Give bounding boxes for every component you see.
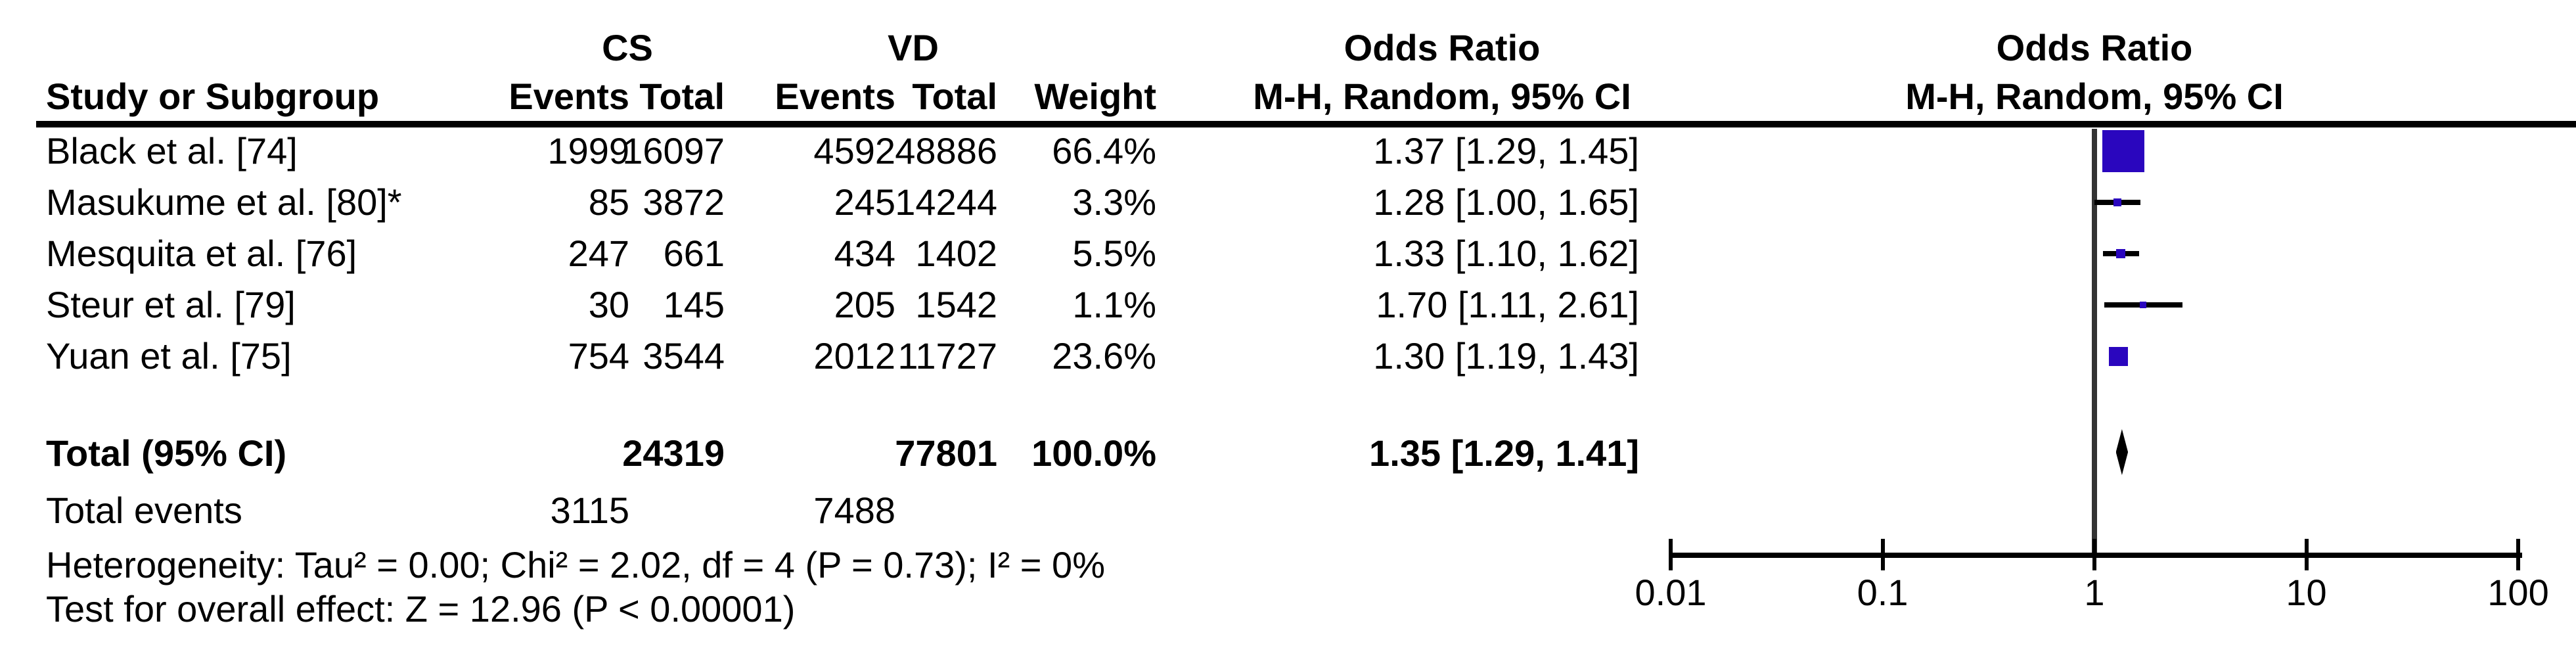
summary-diamond xyxy=(2115,429,2129,475)
weight-value: 23.6% xyxy=(1052,335,1156,377)
effect-square xyxy=(2115,249,2125,258)
weight-value: 5.5% xyxy=(1072,233,1156,274)
header-divider-line xyxy=(36,121,2576,127)
cs-events-value: 30 xyxy=(588,284,629,325)
vd-total-value: 1402 xyxy=(915,233,997,274)
vd-total-value: 48886 xyxy=(895,130,997,172)
or-column-header: Odds Ratio xyxy=(1344,27,1541,68)
cs-events-value: 754 xyxy=(568,335,629,377)
effect-square xyxy=(2140,302,2147,308)
vd-events-value: 2012 xyxy=(813,335,895,377)
study-label: Black et al. [74] xyxy=(46,130,298,172)
axis-tick xyxy=(2092,539,2096,570)
axis-tick xyxy=(1669,539,1673,570)
vd-events-value: 434 xyxy=(834,233,895,274)
null-effect-line xyxy=(2092,129,2097,555)
vd-group-header: VD xyxy=(888,27,939,68)
effect-square xyxy=(2102,130,2145,172)
cs-total-value: 661 xyxy=(663,233,725,274)
or-ci-text: 1.30 [1.19, 1.43] xyxy=(1373,335,1639,377)
total-events-vd: 7488 xyxy=(813,490,895,531)
axis-tick-label: 1 xyxy=(2084,572,2105,613)
cs-total-value: 3544 xyxy=(643,335,725,377)
or-method-header: M-H, Random, 95% CI xyxy=(1253,76,1631,117)
plot-method-header: M-H, Random, 95% CI xyxy=(1905,76,2284,117)
cs-events-value: 1999 xyxy=(547,130,629,172)
total-or-ci: 1.35 [1.29, 1.41] xyxy=(1369,432,1639,474)
vd-events-value: 205 xyxy=(834,284,895,325)
weight-value: 3.3% xyxy=(1072,181,1156,223)
cs-group-header: CS xyxy=(602,27,653,68)
axis-tick xyxy=(1880,539,1885,570)
plot-title-header: Odds Ratio xyxy=(1996,27,2193,68)
vd-total-value: 11727 xyxy=(897,335,997,377)
effect-square xyxy=(2109,346,2129,366)
weight-value: 66.4% xyxy=(1052,130,1156,172)
cs-total-header: Total xyxy=(639,76,725,117)
study-column-header: Study or Subgroup xyxy=(46,76,380,117)
vd-events-value: 245 xyxy=(834,181,895,223)
overall-effect-text: Test for overall effect: Z = 12.96 (P < … xyxy=(46,588,796,630)
vd-total-header: Total xyxy=(912,76,997,117)
study-label: Yuan et al. [75] xyxy=(46,335,292,377)
axis-tick xyxy=(2516,539,2520,570)
or-ci-text: 1.28 [1.00, 1.65] xyxy=(1373,181,1639,223)
total-events-cs: 3115 xyxy=(550,490,629,531)
effect-square xyxy=(2113,198,2121,206)
axis-tick-label: 0.1 xyxy=(1857,572,1909,613)
study-label: Mesquita et al. [76] xyxy=(46,233,357,274)
total-row-label: Total (95% CI) xyxy=(46,432,287,474)
vd-events-value: 4592 xyxy=(813,130,895,172)
total-weight: 100.0% xyxy=(1031,432,1156,474)
axis-tick-label: 0.01 xyxy=(1635,572,1707,613)
vd-events-header: Events xyxy=(775,76,895,117)
cs-total-value: 3872 xyxy=(643,181,725,223)
total-vd-total: 77801 xyxy=(895,432,997,474)
weight-value: 1.1% xyxy=(1072,284,1156,325)
axis-tick-label: 100 xyxy=(2487,572,2549,613)
total-events-label: Total events xyxy=(46,490,242,531)
study-label: Masukume et al. [80]* xyxy=(46,181,402,223)
or-ci-text: 1.37 [1.29, 1.45] xyxy=(1373,130,1639,172)
cs-total-value: 145 xyxy=(663,284,725,325)
cs-total-value: 16097 xyxy=(622,130,725,172)
vd-total-value: 14244 xyxy=(895,181,997,223)
cs-events-header: Events xyxy=(508,76,629,117)
weight-header: Weight xyxy=(1034,76,1156,117)
or-ci-text: 1.33 [1.10, 1.62] xyxy=(1373,233,1639,274)
heterogeneity-text: Heterogeneity: Tau² = 0.00; Chi² = 2.02,… xyxy=(46,544,1105,585)
vd-total-value: 1542 xyxy=(915,284,997,325)
cs-events-value: 247 xyxy=(568,233,629,274)
axis-tick-label: 10 xyxy=(2286,572,2327,613)
axis-tick xyxy=(2304,539,2309,570)
study-label: Steur et al. [79] xyxy=(46,284,296,325)
or-ci-text: 1.70 [1.11, 2.61] xyxy=(1376,284,1639,325)
cs-events-value: 85 xyxy=(588,181,629,223)
total-cs-total: 24319 xyxy=(622,432,725,474)
x-axis-line xyxy=(1671,553,2522,558)
